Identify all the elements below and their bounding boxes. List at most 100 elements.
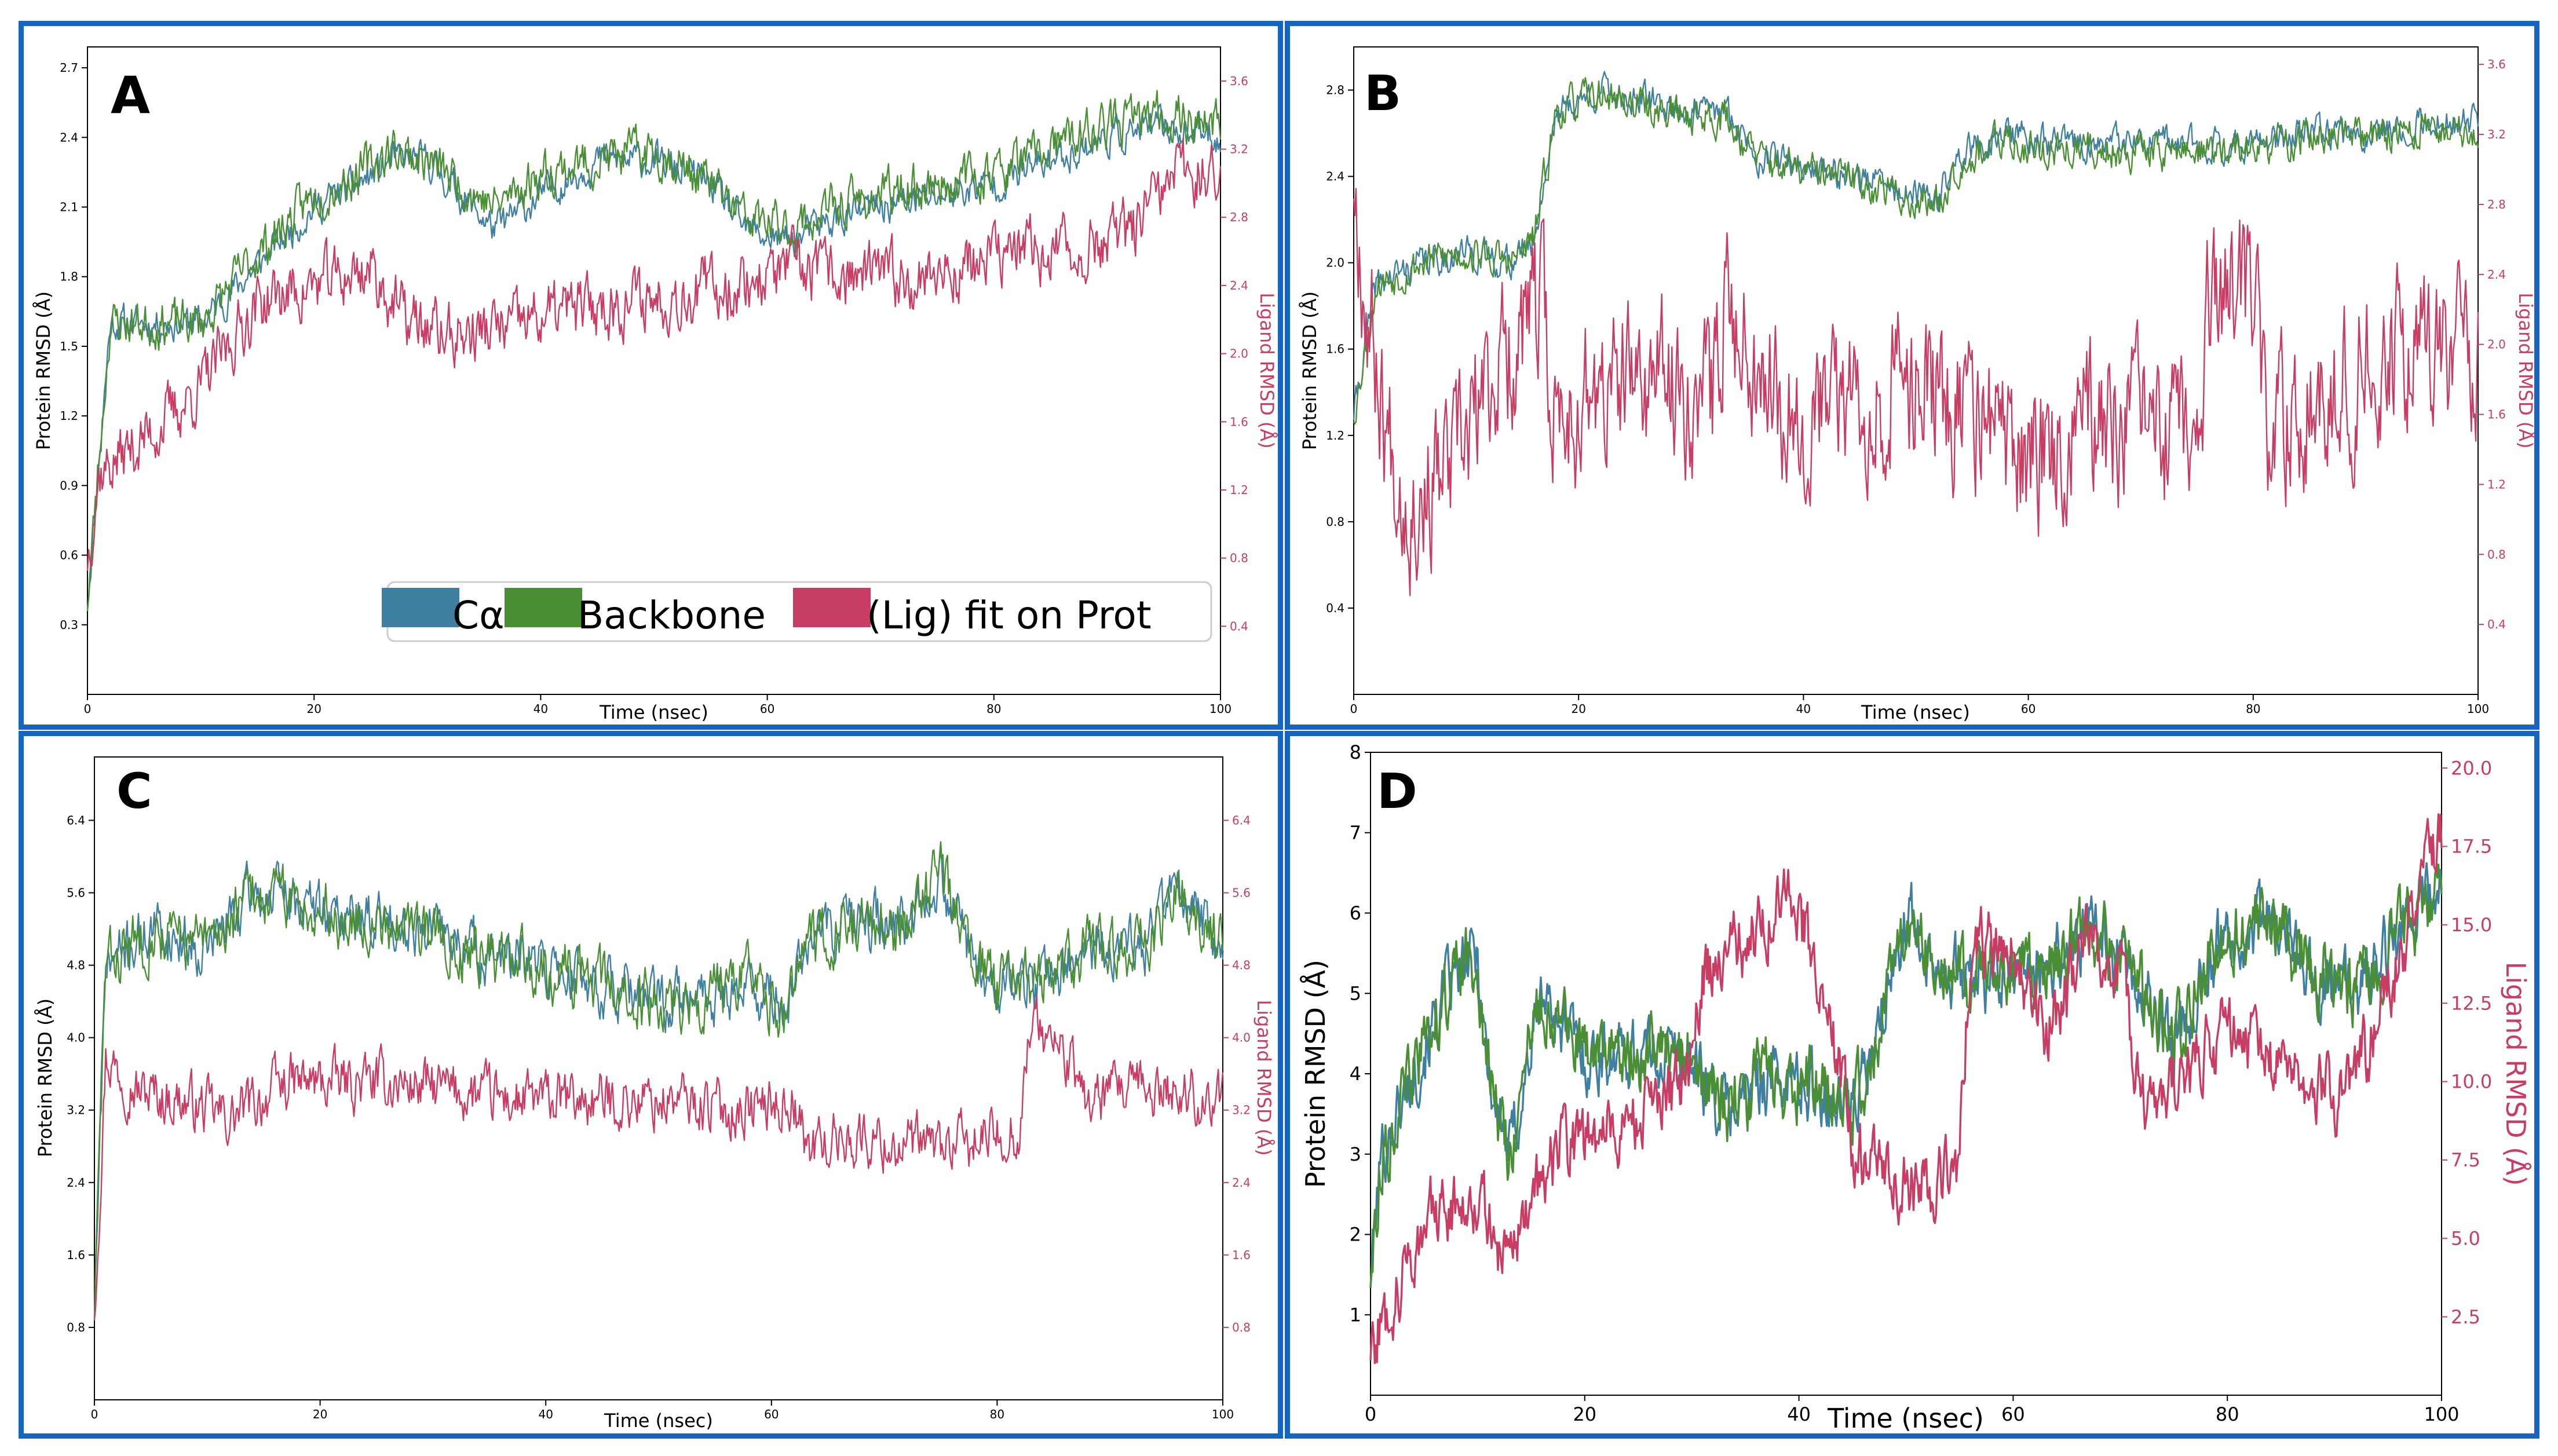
- y-tick-label-b-2: 1.2: [1326, 429, 1344, 442]
- x-tick-label-d-3: 60: [2001, 1403, 2025, 1425]
- y-ticks-c: 0.8 1.6 2.4 3.2 4.0 4.8 5.6 6.4: [67, 813, 94, 1334]
- y-tick-label-c-2: 2.4: [67, 1176, 85, 1190]
- y2-ticks-c: 0.8 1.6 2.4 3.2 4.0 4.8 5.6 6.4: [1223, 813, 1251, 1334]
- x-tick-label-a-4: 80: [986, 702, 1001, 716]
- x-axis-label-d: Time (nsec): [1827, 1403, 1984, 1433]
- series-line-backbone-a: [86, 90, 1222, 612]
- y2-tick-label-d-2: 7.5: [2451, 1149, 2480, 1171]
- y2-ticks-b: 0.4 0.8 1.2 1.6 2.0 2.4 2.8 3.2 3.6: [2478, 57, 2506, 631]
- y2-tick-label-b-3: 1.6: [2487, 408, 2506, 422]
- y2-tick-label-d-1: 5.0: [2451, 1227, 2480, 1249]
- legend: Cα Backbone (Lig) fit on Prot: [382, 581, 1212, 642]
- series-ligand-b: [1353, 188, 2479, 597]
- x-tick-label-d-5: 100: [2424, 1403, 2459, 1425]
- x-tick-label-d-4: 80: [2216, 1403, 2239, 1425]
- x-tick-label-b-5: 100: [2467, 702, 2489, 716]
- y-tick-label-a-5: 1.8: [60, 270, 78, 284]
- y-axis-label-c: Protein RMSD (Å): [34, 998, 56, 1157]
- x-tick-label-c-4: 80: [990, 1407, 1004, 1421]
- series-line-ca-b: [1353, 71, 2479, 420]
- series-line-ligand-d: [1369, 813, 2443, 1364]
- x-tick-label-c-2: 40: [538, 1407, 553, 1421]
- y-tick-label-d-2: 3: [1350, 1143, 1361, 1165]
- series-backbone-d: [1369, 863, 2443, 1288]
- y2-ticks-d: 2.5 5.0 7.5 10.0 12.5 15.0 17.5 20.0: [2442, 757, 2492, 1328]
- y2-tick-label-a-7: 3.2: [1230, 142, 1248, 156]
- y2-tick-label-c-3: 3.2: [1232, 1103, 1251, 1117]
- y2-tick-label-c-2: 2.4: [1232, 1176, 1251, 1190]
- x-tick-label-c-1: 20: [313, 1407, 327, 1421]
- x-axis-label-b: Time (nsec): [1861, 701, 1970, 723]
- y-tick-label-a-3: 1.2: [60, 409, 78, 423]
- series-ca-a: [86, 103, 1222, 609]
- y2-axis-label-a: Ligand RMSD (Å): [1256, 292, 1278, 448]
- chart-svg-a: 0 20 40 60 80 100 0.3 0.6 0.9 1.2 1.5 1.8 2.1 2.4 2.7…: [32, 46, 1278, 723]
- plot-frame-b: [1353, 46, 2479, 695]
- y-tick-label-d-1: 2: [1350, 1224, 1361, 1246]
- panel-label-b: B: [1364, 65, 1401, 122]
- series-backbone-a: [86, 90, 1222, 612]
- x-axis-label-c: Time (nsec): [604, 1410, 713, 1432]
- x-ticks-a: 0 20 40 60 80 100: [84, 694, 1232, 716]
- y2-axis-label-c: Ligand RMSD (Å): [1253, 1000, 1275, 1155]
- x-tick-label-d-0: 0: [1365, 1403, 1376, 1425]
- y-ticks-b: 0.4 0.8 1.2 1.6 2.0 2.4 2.8: [1326, 83, 1354, 615]
- chart-svg-d: 0 20 40 60 80 100 1 2 3 4 5 6 7 8 2.5 5.0 7.5 10.0 12.5 1…: [1300, 741, 2531, 1433]
- y2-tick-label-d-7: 20.0: [2451, 757, 2492, 779]
- y2-tick-label-c-0: 0.8: [1232, 1320, 1251, 1334]
- x-axis-label-a: Time (nsec): [599, 701, 708, 723]
- series-line-ligand-c: [93, 996, 1224, 1320]
- x-ticks-d: 0 20 40 60 80 100: [1365, 1395, 2460, 1425]
- plot-frame-a: [87, 46, 1221, 695]
- y2-tick-label-d-0: 2.5: [2451, 1306, 2480, 1328]
- series-ca-c: [93, 849, 1224, 1320]
- y-tick-label-a-1: 0.6: [60, 548, 78, 562]
- y2-tick-label-c-6: 5.6: [1232, 886, 1251, 900]
- x-tick-label-a-5: 100: [1209, 702, 1232, 716]
- y-tick-label-c-4: 4.0: [67, 1031, 85, 1045]
- y-tick-label-a-0: 0.3: [60, 618, 78, 632]
- panel-label-d: D: [1377, 763, 1417, 820]
- x-tick-label-c-0: 0: [91, 1407, 98, 1421]
- series-backbone-c: [93, 841, 1224, 1321]
- y2-tick-label-b-8: 3.6: [2487, 57, 2506, 71]
- y2-tick-label-a-2: 1.2: [1230, 483, 1248, 497]
- x-tick-label-d-1: 20: [1573, 1403, 1596, 1425]
- y2-tick-label-c-4: 4.0: [1232, 1031, 1251, 1045]
- y2-tick-label-b-0: 0.4: [2487, 617, 2506, 631]
- legend-label-backbone: Backbone: [578, 593, 766, 638]
- y2-tick-label-b-7: 3.2: [2487, 127, 2506, 141]
- y-tick-label-a-8: 2.7: [60, 61, 78, 75]
- x-tick-label-a-0: 0: [84, 702, 92, 716]
- y-tick-label-d-4: 5: [1350, 982, 1361, 1004]
- series-line-ca-c: [93, 849, 1224, 1320]
- y-tick-label-d-7: 8: [1350, 741, 1361, 763]
- y2-tick-label-b-1: 0.8: [2487, 547, 2506, 561]
- y2-tick-label-d-6: 17.5: [2451, 836, 2492, 858]
- series-backbone-b: [1353, 76, 2479, 425]
- y2-tick-label-c-1: 1.6: [1232, 1248, 1251, 1262]
- chart-svg-b: 0 20 40 60 80 100 0.40.81.21.62.02.42.8 0.40.…: [1299, 46, 2534, 723]
- legend-swatch-ca: [382, 588, 459, 627]
- y2-tick-label-d-5: 15.0: [2451, 914, 2492, 936]
- series-line-backbone-d: [1369, 863, 2443, 1288]
- panel-c: 0 20 40 60 80 100 0.8 1.6 2.4 3.2 4.0 4.8 5.6 6.4 0.…: [19, 731, 1283, 1439]
- series-ca-b: [1353, 71, 2479, 420]
- y-tick-label-c-7: 6.4: [67, 813, 85, 827]
- y-tick-label-c-0: 0.8: [67, 1320, 85, 1334]
- y-tick-label-b-6: 2.8: [1326, 83, 1344, 97]
- y-tick-label-d-3: 4: [1350, 1063, 1361, 1085]
- x-tick-label-b-1: 20: [1571, 702, 1585, 716]
- x-tick-label-b-3: 60: [2021, 702, 2036, 716]
- y-ticks-a: 0.3 0.6 0.9 1.2 1.5 1.8 2.1 2.4 2.7: [60, 61, 87, 632]
- y-tick-label-d-5: 6: [1350, 902, 1361, 924]
- y2-tick-label-a-0: 0.4: [1230, 619, 1248, 633]
- y2-tick-label-a-1: 0.8: [1230, 551, 1248, 565]
- series-line-ca-a: [86, 103, 1222, 609]
- series-line-backbone-c: [93, 841, 1224, 1321]
- y2-ticks-a: 0.4 0.8 1.2 1.6 2.0 2.4 2.8 3.2 3.6: [1220, 74, 1248, 633]
- y2-tick-label-d-3: 10.0: [2451, 1071, 2492, 1093]
- y-tick-label-a-4: 1.5: [60, 339, 78, 353]
- x-ticks-c: 0 20 40 60 80 100: [91, 1400, 1234, 1421]
- chart-svg-c: 0 20 40 60 80 100 0.8 1.6 2.4 3.2 4.0 4.8 5.6 6.4 0.…: [34, 756, 1275, 1432]
